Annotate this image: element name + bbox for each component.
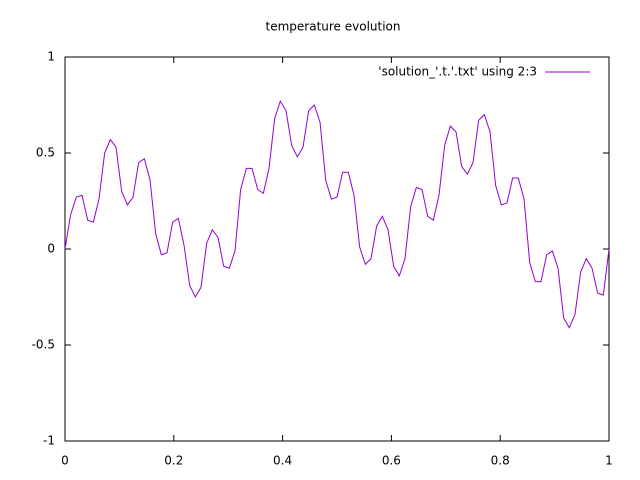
line	[64, 99, 610, 329]
x-tick-label: 0	[61, 454, 69, 468]
x-tick-label: 0.2	[164, 454, 183, 468]
y-tick-label: -1	[43, 434, 55, 448]
plot-frame	[64, 56, 610, 442]
legend-label: 'solution_'.t.'.txt' using 2:3	[378, 65, 537, 79]
x-tick-label: 0.6	[382, 454, 401, 468]
chart-title: temperature evolution	[266, 20, 401, 34]
x-tick-label: 1	[605, 454, 613, 468]
y-tick-label: 0.5	[36, 146, 55, 160]
y-tick-label: 0	[47, 242, 55, 256]
x-tick-label: 0.8	[491, 454, 510, 468]
x-tick-label: 0.4	[273, 454, 292, 468]
y-tick-label: -0.5	[32, 338, 55, 352]
y-tick-label: 1	[47, 50, 55, 64]
